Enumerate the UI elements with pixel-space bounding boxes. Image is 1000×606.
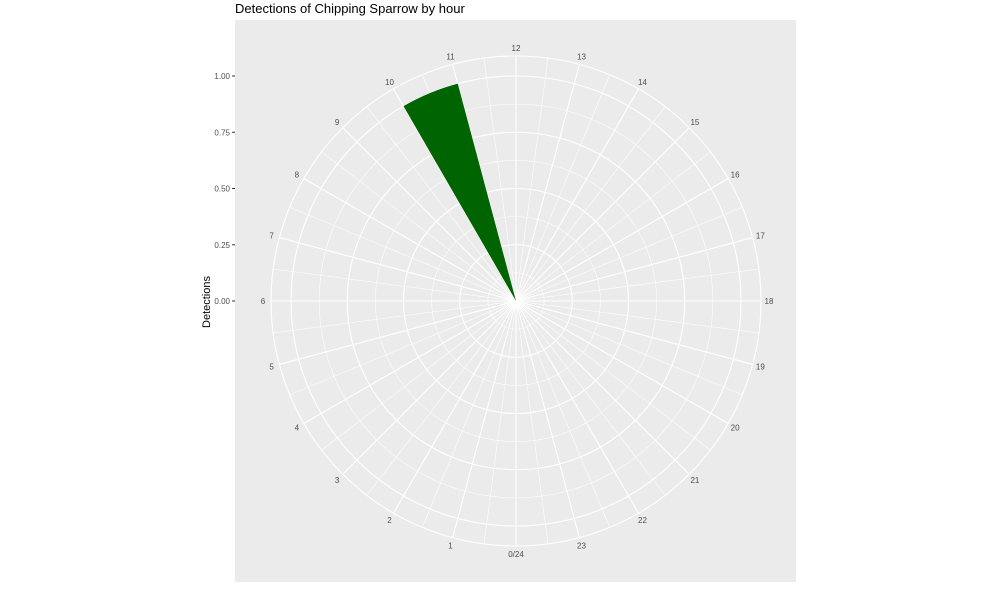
minor-spoke: [366, 106, 517, 302]
minor-spoke: [483, 58, 517, 302]
minor-spoke: [366, 300, 517, 496]
major-spoke: [515, 300, 580, 538]
hour-label: 22: [638, 516, 647, 525]
hour-label: 1: [448, 541, 453, 550]
minor-spoke: [515, 300, 666, 496]
hour-label: 6: [261, 297, 266, 306]
chart-title: Detections of Chipping Sparrow by hour: [235, 1, 465, 16]
major-spoke: [515, 300, 639, 514]
minor-spoke: [321, 300, 517, 451]
minor-spoke: [515, 151, 711, 302]
major-spoke: [303, 300, 517, 424]
y-tick-label: 0.50: [214, 185, 230, 194]
major-spoke: [452, 300, 517, 538]
y-tick-label: 1.00: [214, 72, 230, 81]
minor-spoke: [515, 300, 711, 451]
minor-spoke: [515, 58, 549, 302]
minor-spoke: [321, 151, 517, 302]
major-spoke: [515, 64, 580, 302]
minor-spoke: [515, 300, 759, 334]
minor-spoke: [515, 74, 611, 302]
hour-label: 15: [690, 118, 699, 127]
hour-label: 11: [446, 53, 455, 62]
hour-label: 0/24: [508, 550, 524, 559]
major-spoke: [393, 300, 517, 514]
hour-label: 13: [577, 53, 586, 62]
y-tick-label: 0.00: [214, 297, 230, 306]
hour-label: 8: [295, 171, 300, 180]
major-spoke: [515, 88, 639, 302]
major-spoke: [515, 300, 729, 424]
hour-label: 20: [731, 424, 740, 433]
major-spoke: [515, 300, 753, 365]
major-spoke: [515, 300, 690, 475]
hour-label: 14: [638, 78, 647, 87]
minor-spoke: [289, 206, 517, 302]
minor-spoke: [515, 300, 743, 396]
major-spoke: [515, 178, 729, 302]
major-spoke: [515, 237, 753, 302]
y-tick-label: 0.75: [214, 128, 230, 137]
hour-label: 17: [756, 232, 765, 241]
hour-label: 12: [512, 44, 521, 53]
major-spoke: [342, 300, 517, 475]
hour-label: 23: [577, 541, 586, 550]
hour-label: 19: [756, 362, 765, 371]
minor-spoke: [483, 300, 517, 544]
bar-hour-11: [403, 83, 516, 301]
major-spoke: [515, 127, 690, 302]
hour-label: 9: [335, 118, 340, 127]
hour-label: 4: [295, 424, 300, 433]
major-spoke: [303, 178, 517, 302]
hour-label: 16: [731, 171, 740, 180]
minor-spoke: [515, 106, 666, 302]
hour-label: 10: [385, 78, 394, 87]
hour-label: 7: [269, 232, 274, 241]
y-tick-label: 0.25: [214, 241, 230, 250]
major-spoke: [279, 237, 517, 302]
minor-spoke: [515, 206, 743, 302]
hour-label: 18: [765, 297, 774, 306]
hour-label: 3: [335, 476, 340, 485]
minor-spoke: [289, 300, 517, 396]
y-axis: 0.00 0.25 0.50 0.75 1.00: [214, 72, 235, 306]
major-spoke: [279, 300, 517, 365]
minor-spoke: [515, 300, 549, 544]
minor-spoke: [421, 300, 517, 528]
hour-label: 2: [387, 516, 392, 525]
minor-spoke: [515, 300, 611, 528]
minor-spoke: [273, 268, 517, 302]
hour-labels: 0/24123456789101112131415161718192021222…: [261, 44, 774, 559]
major-spoke: [342, 127, 517, 302]
bars: [403, 83, 516, 301]
minor-spoke: [515, 268, 759, 302]
hour-label: 5: [269, 362, 274, 371]
minor-spoke: [273, 300, 517, 334]
hour-label: 21: [690, 476, 699, 485]
